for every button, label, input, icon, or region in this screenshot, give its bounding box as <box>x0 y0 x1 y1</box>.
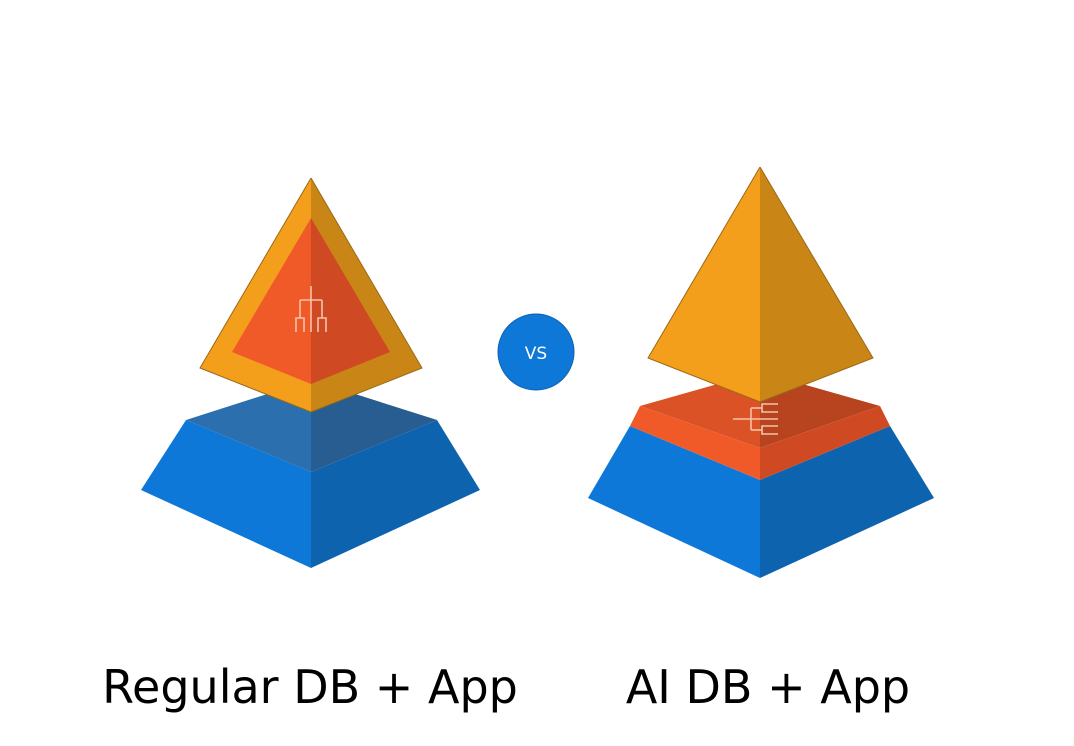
right-slab-top-left <box>640 372 760 448</box>
right-orange-pyramid <box>647 166 874 403</box>
vs-circle <box>497 313 575 391</box>
right-slab-front-right <box>760 406 890 480</box>
left-red-right-face <box>311 218 390 384</box>
right-orange-right-face <box>760 167 873 402</box>
hierarchy-tree-icon <box>295 286 327 332</box>
left-orange-outline <box>199 177 423 413</box>
left-red-left-face <box>232 218 311 384</box>
right-orange-left-face <box>648 167 760 402</box>
right-slab-top-right <box>760 372 880 448</box>
left-base-front-left <box>141 420 311 568</box>
vs-badge: VS <box>497 313 575 391</box>
left-base-top-left <box>186 380 311 472</box>
vs-label: VS <box>525 344 547 364</box>
right-blue-base <box>588 426 934 578</box>
right-red-slab <box>630 372 890 480</box>
left-pyramid <box>141 177 480 568</box>
caption-ai-db-app: AI DB + App <box>625 660 911 714</box>
right-base-front-left <box>588 426 760 578</box>
left-red-core <box>232 218 390 384</box>
caption-regular-db-app: Regular DB + App <box>102 660 518 714</box>
left-blue-base <box>141 380 480 568</box>
left-base-front-right <box>311 420 480 568</box>
right-slab-front-left <box>630 406 760 480</box>
right-orange-outline <box>647 166 874 403</box>
left-base-top-right <box>311 380 437 472</box>
right-pyramid <box>588 166 934 578</box>
horizontal-tree-icon <box>733 403 778 435</box>
right-base-front-right <box>760 426 934 578</box>
